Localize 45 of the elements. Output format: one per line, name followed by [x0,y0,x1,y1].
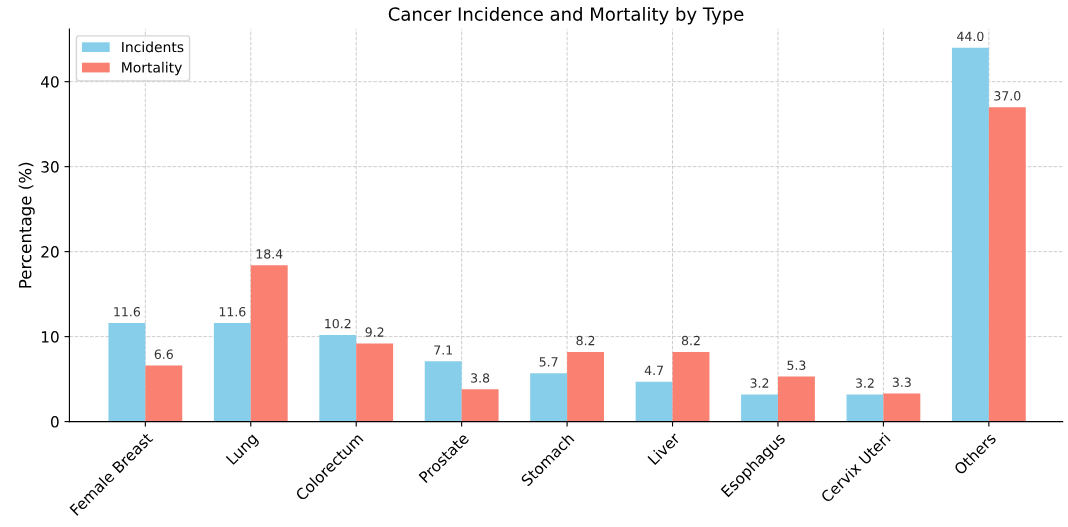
y-tick-label: 20 [41,246,59,258]
data-label: 44.0 [957,31,984,42]
data-label: 18.4 [256,249,283,259]
bar [213,323,251,422]
y-tick-label: 0 [50,416,59,428]
bar [145,365,183,422]
data-label: 37.0 [994,91,1021,101]
data-label: 11.6 [219,306,246,317]
bar [741,394,778,422]
bar [250,265,288,422]
data-label: 3.2 [750,378,769,388]
bar [567,351,604,422]
bar [530,373,568,422]
data-label: 8.2 [576,335,595,346]
y-tick-label: 10 [41,331,59,343]
data-label: 10.2 [325,318,351,329]
data-label: 7.1 [434,345,452,355]
bar [424,361,462,422]
bar [319,334,357,422]
bar [883,393,921,422]
data-label: 4.7 [644,365,663,375]
data-label: 11.6 [114,306,141,317]
chart-title: Cancer Incidence and Mortality by Type [388,6,744,25]
legend-label: Incidents [122,41,184,53]
data-label: 6.6 [154,349,173,359]
data-label: 8.2 [681,335,700,346]
y-axis-title: Percentage (%) [18,162,35,288]
bar [988,107,1026,422]
bar [356,343,394,422]
data-label: 5.3 [787,360,806,370]
bar [108,323,146,422]
data-label: 3.3 [892,377,911,387]
y-tick-label: 40 [41,76,59,88]
y-tick-label: 30 [41,161,59,173]
bar [672,351,710,422]
data-label: 9.2 [365,327,384,337]
bar [461,389,499,422]
data-label: 5.7 [539,357,558,367]
data-label: 3.2 [855,378,874,388]
bar [951,47,989,422]
data-label: 3.8 [471,373,490,383]
bar [777,376,815,422]
legend-label: Mortality [122,61,182,76]
bar [635,381,673,422]
bar [846,394,884,422]
